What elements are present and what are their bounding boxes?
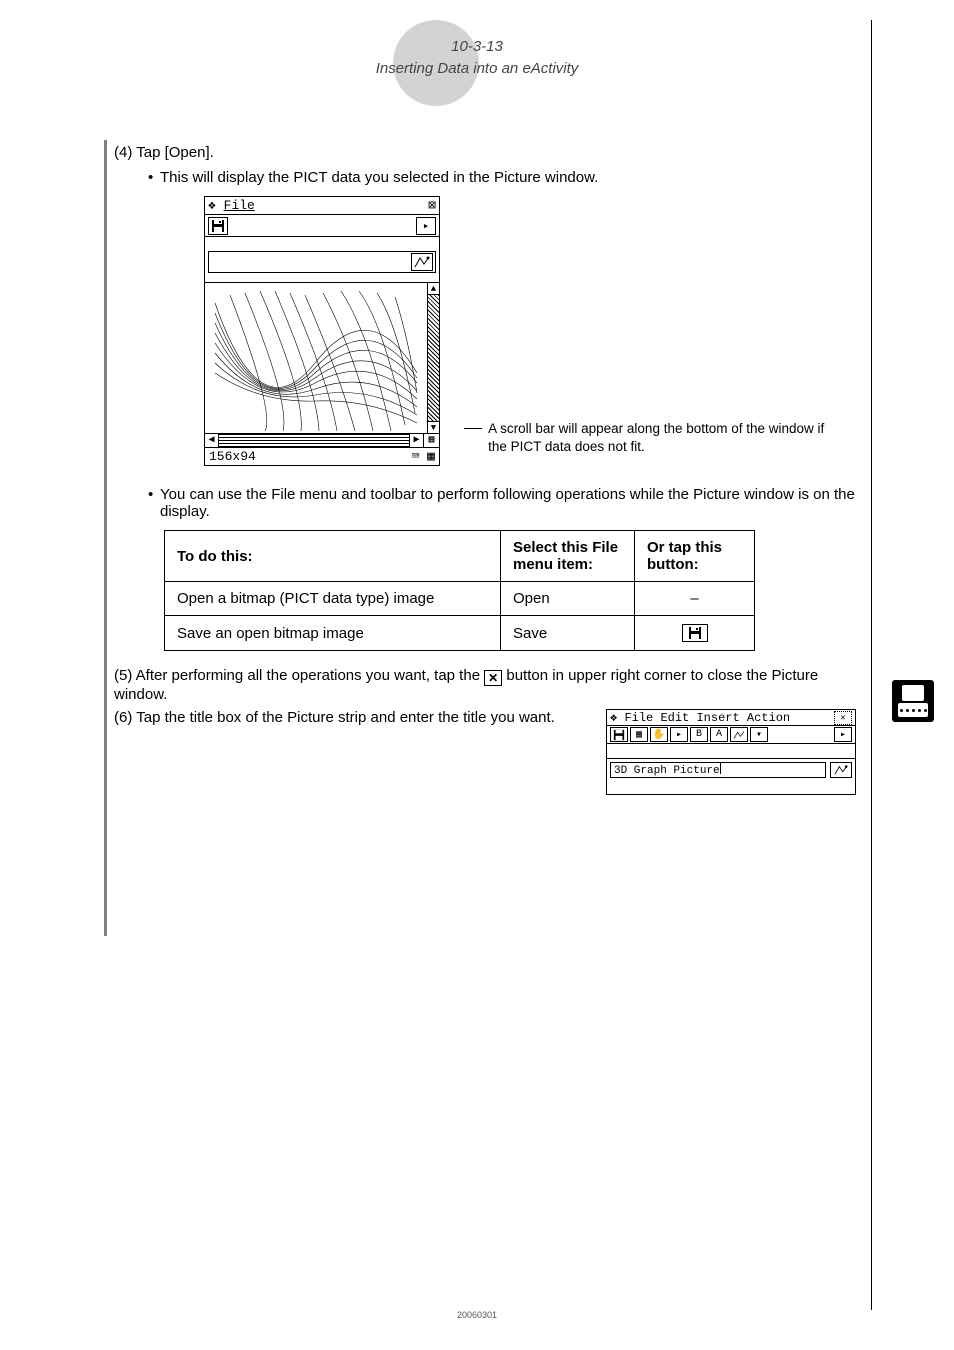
tb-play-icon[interactable]: ▸ <box>670 727 688 742</box>
col-header-action: To do this: <box>165 531 501 582</box>
cell-open-menu: Open <box>501 582 635 616</box>
scroll-down-icon[interactable]: ▼ <box>428 421 439 433</box>
picture-window-status: 156x94 ⌨ ▦ <box>205 447 439 465</box>
step-5-text-a: (5) After performing all the operations … <box>114 667 484 684</box>
page-right-border <box>871 20 872 1310</box>
col-header-button: Or tap this button: <box>635 531 755 582</box>
caption-leader-line <box>464 428 482 429</box>
graph3d-icon[interactable] <box>411 253 433 271</box>
diamond-icon: ❖ <box>610 711 617 725</box>
mini-body <box>607 780 855 794</box>
mini-close-icon[interactable]: ✕ <box>834 711 852 725</box>
tb-style-icon[interactable]: A <box>710 727 728 742</box>
keyboard-icon[interactable]: ⌨ <box>412 449 420 464</box>
horizontal-scrollbar[interactable]: ◀ ▶ ▦ <box>205 433 439 447</box>
picture-window-toolbar: ▸ <box>205 215 439 237</box>
mini-edit[interactable]: Edit <box>660 711 689 725</box>
scroll-left-icon[interactable]: ◀ <box>205 434 219 447</box>
bullet-dot: • <box>148 169 160 186</box>
scroll-up-icon[interactable]: ▲ <box>428 283 439 295</box>
file-menu[interactable]: File <box>224 198 255 213</box>
cell-save-desc: Save an open bitmap image <box>165 616 501 651</box>
mini-insert[interactable]: Insert <box>696 711 739 725</box>
tb-disk-icon[interactable] <box>610 727 628 742</box>
step-4-label: (4) Tap [Open]. <box>114 144 214 161</box>
page-ref: 10-3-13 <box>0 36 954 58</box>
disk-icon <box>688 626 702 640</box>
figure-caption-text: A scroll bar will appear along the botto… <box>488 420 834 456</box>
picture-window-graph: ▲ ▼ ◀ ▶ ▦ <box>205 283 439 447</box>
scroll-track[interactable] <box>219 434 409 447</box>
mini-menubar: ❖ File Edit Insert Action ✕ <box>607 710 855 726</box>
table-row: Open a bitmap (PICT data type) image Ope… <box>165 582 755 616</box>
table-row: Save an open bitmap image Save <box>165 616 755 651</box>
tb-dropdown-icon[interactable]: ▾ <box>750 727 768 742</box>
close-icon[interactable]: ⊠ <box>428 198 436 213</box>
mini-strip-row: 3D Graph Picture <box>607 758 855 780</box>
step-4b-text: You can use the File menu and toolbar to… <box>160 486 856 520</box>
tb-right-icon[interactable]: ▸ <box>834 727 852 742</box>
calculator-mode-icon <box>892 680 934 722</box>
step-4b-bullet: • You can use the File menu and toolbar … <box>148 486 856 520</box>
save-button-icon[interactable] <box>682 624 708 642</box>
close-x-icon[interactable]: ✕ <box>484 670 502 686</box>
picture-window-screenshot: ❖ File ⊠ ▸ <box>204 196 440 466</box>
picture-window-menubar: ❖ File ⊠ <box>205 197 439 215</box>
col-header-menu: Select this File menu item: <box>501 531 635 582</box>
step-5: (5) After performing all the operations … <box>114 667 856 703</box>
cell-open-button: – <box>635 582 755 616</box>
scroll-right-icon[interactable]: ▶ <box>409 434 423 447</box>
footer-date: 20060301 <box>0 1310 954 1320</box>
expand-toolbar-button[interactable]: ▸ <box>416 217 436 235</box>
strip-title-input[interactable]: 3D Graph Picture <box>610 762 826 778</box>
eactivity-window-screenshot: ❖ File Edit Insert Action ✕ ▦ ✋ ▸ B A ▾ … <box>606 709 856 795</box>
page-header: 10-3-13 Inserting Data into an eActivity <box>0 36 954 80</box>
cell-save-menu: Save <box>501 616 635 651</box>
step-4-bullet: • This will display the PICT data you se… <box>148 169 856 186</box>
mini-action[interactable]: Action <box>747 711 790 725</box>
picture-window-strip-area <box>205 237 439 283</box>
section-title: Inserting Data into an eActivity <box>0 58 954 80</box>
operations-table: To do this: Select this File menu item: … <box>164 530 755 651</box>
scroll-thumb[interactable] <box>428 295 439 421</box>
step-4: (4) Tap [Open]. <box>114 144 856 161</box>
strip-title-value: 3D Graph Picture <box>614 765 720 777</box>
grid-icon[interactable]: ▦ <box>427 449 435 464</box>
step-4-bullet-text: This will display the PICT data you sele… <box>160 169 598 186</box>
step-6-text: (6) Tap the title box of the Picture str… <box>114 709 555 726</box>
cell-open-desc: Open a bitmap (PICT data type) image <box>165 582 501 616</box>
cell-save-button <box>635 616 755 651</box>
step-6: (6) Tap the title box of the Picture str… <box>114 709 586 726</box>
page-content: (4) Tap [Open]. • This will display the … <box>104 144 856 795</box>
mini-file[interactable]: File <box>624 711 653 725</box>
tb-grid-icon[interactable]: ▦ <box>630 727 648 742</box>
disk-icon <box>211 219 225 233</box>
bullet-dot: • <box>148 486 160 520</box>
tb-bold-icon[interactable]: B <box>690 727 708 742</box>
tb-graph-icon[interactable] <box>730 727 748 742</box>
save-toolbar-button[interactable] <box>208 217 228 235</box>
wireframe-3d-graph <box>205 283 427 433</box>
diamond-icon: ❖ <box>208 198 216 213</box>
tb-hand-icon[interactable]: ✋ <box>650 727 668 742</box>
vertical-scrollbar[interactable]: ▲ ▼ <box>427 283 439 433</box>
mini-toolbar: ▦ ✋ ▸ B A ▾ ▸ <box>607 726 855 744</box>
figure-caption: A scroll bar will appear along the botto… <box>464 420 834 466</box>
image-size-label: 156x94 <box>209 449 256 464</box>
scroll-end-icon[interactable]: ▦ <box>423 434 439 447</box>
strip-graph-icon[interactable] <box>830 762 852 778</box>
